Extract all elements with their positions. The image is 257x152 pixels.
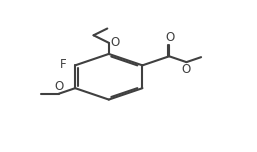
Text: F: F [60,58,66,71]
Text: O: O [166,31,175,44]
Text: O: O [54,79,64,93]
Text: O: O [181,63,191,76]
Text: O: O [110,36,120,49]
